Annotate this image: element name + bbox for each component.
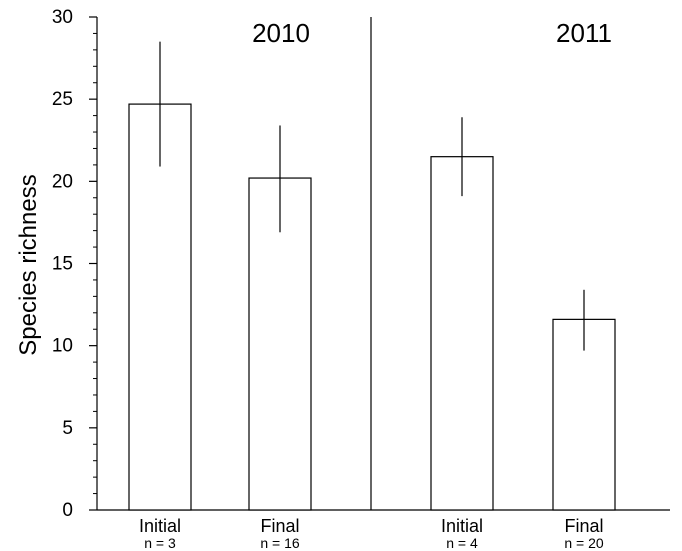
y-tick-label: 25 <box>52 89 73 110</box>
axis-layer: 0 5 10 15 20 25 30 <box>52 7 670 521</box>
sample-size-label: n = 4 <box>446 535 478 551</box>
sample-size-label: n = 20 <box>564 535 604 551</box>
y-tick-label: 15 <box>52 254 73 275</box>
sample-size-label: n = 16 <box>260 535 300 551</box>
bar <box>552 318 616 511</box>
x-category-label: Initial <box>139 516 181 536</box>
x-category-label: Initial <box>441 516 483 536</box>
panel-title: 2010 <box>252 18 310 48</box>
y-tick-label: 5 <box>62 418 73 439</box>
panel-title: 2011 <box>556 18 612 48</box>
y-tick-label: 10 <box>52 336 73 357</box>
y-tick-label: 20 <box>52 171 73 192</box>
bar <box>430 156 494 511</box>
bars-layer <box>128 41 616 511</box>
y-axis-title: Species richness <box>15 174 42 355</box>
bar <box>248 177 312 511</box>
y-tick-label: 0 <box>62 500 73 521</box>
x-category-label: Final <box>564 516 603 536</box>
x-category-label: Final <box>260 516 299 536</box>
y-tick-label: 30 <box>52 7 73 28</box>
sample-size-label: n = 3 <box>144 535 176 551</box>
